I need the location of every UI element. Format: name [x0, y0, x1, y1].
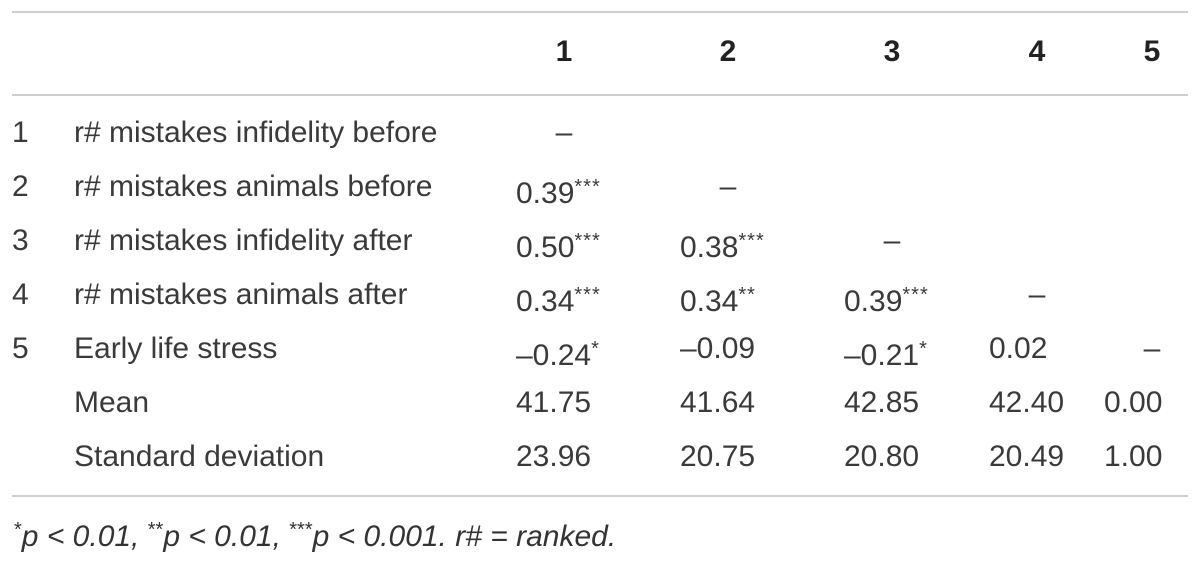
- table-cell: 41.64: [680, 385, 755, 421]
- significance-stars: ***: [902, 284, 929, 306]
- row-number: 5: [12, 332, 29, 365]
- column-header: 4: [1028, 35, 1046, 68]
- row-label: Mean: [74, 386, 150, 419]
- cell-value: 23.96: [516, 440, 592, 473]
- column-header: 3: [883, 35, 901, 68]
- cell-value: 0.02: [989, 332, 1048, 365]
- cell-value: –0.09: [680, 332, 756, 365]
- row-number: 3: [12, 224, 29, 257]
- column-header: 5: [1143, 35, 1161, 68]
- table-cell: 20.49: [989, 439, 1064, 475]
- table-bottom-rule: [12, 495, 1188, 497]
- cell-value: –0.24: [516, 339, 592, 372]
- table-cell: 20.80: [844, 439, 919, 475]
- significance-stars: ***: [574, 284, 601, 306]
- significance-stars: ***: [574, 230, 601, 252]
- column-header: 1: [555, 35, 573, 68]
- cell-value: 1.00: [1104, 440, 1163, 473]
- table-cell: 1.00: [1104, 439, 1162, 475]
- significance-stars: *: [591, 338, 600, 360]
- table-cell: –0.24*: [516, 331, 600, 374]
- table-cell: 0.39***: [844, 277, 929, 320]
- cell-value: 0.00: [1104, 386, 1163, 419]
- table-cell: 0.34**: [680, 277, 756, 320]
- table-cell: 0.02: [989, 331, 1047, 367]
- cell-value: –0.21: [844, 339, 920, 372]
- footnote-stars-3: ***: [289, 519, 313, 541]
- cell-value: 42.85: [844, 386, 920, 419]
- row-label: r# mistakes infidelity after: [74, 224, 413, 257]
- row-label: r# mistakes animals before: [74, 170, 433, 203]
- cell-value: 0.34: [516, 285, 575, 318]
- cell-value: 42.40: [989, 386, 1065, 419]
- diagonal-dash: –: [1028, 278, 1046, 311]
- footnote-part-1: p < 0.01,: [21, 520, 148, 553]
- cell-value: 41.64: [680, 386, 756, 419]
- cell-value: 0.38: [680, 231, 739, 264]
- significance-stars: *: [919, 338, 928, 360]
- table-top-rule: [12, 11, 1188, 13]
- table-cell: –0.21*: [844, 331, 928, 374]
- table-cell: 42.40: [989, 385, 1064, 421]
- table-footnote: *p < 0.01, **p < 0.01, ***p < 0.001. r# …: [14, 510, 616, 557]
- row-label: r# mistakes animals after: [74, 278, 408, 311]
- cell-value: 20.49: [989, 440, 1065, 473]
- footnote-stars-1: *: [14, 519, 22, 541]
- significance-stars: **: [738, 284, 756, 306]
- cell-value: 20.75: [680, 440, 756, 473]
- diagonal-dash: –: [1143, 332, 1161, 365]
- diagonal-dash: –: [719, 170, 737, 203]
- significance-stars: ***: [574, 176, 601, 198]
- cell-value: 0.50: [516, 231, 575, 264]
- row-label: Early life stress: [74, 332, 278, 365]
- table-cell: 0.38***: [680, 223, 765, 266]
- table-header-rule: [12, 94, 1188, 96]
- cell-value: 0.34: [680, 285, 739, 318]
- column-header: 2: [719, 35, 737, 68]
- row-number: 1: [12, 116, 29, 149]
- table-cell: 20.75: [680, 439, 755, 475]
- table-cell: 0.50***: [516, 223, 601, 266]
- footnote-part-2: p < 0.01,: [163, 520, 290, 553]
- footnote-stars-2: **: [147, 519, 164, 541]
- table-cell: 0.00: [1104, 385, 1162, 421]
- diagonal-dash: –: [883, 224, 901, 257]
- table-cell: 42.85: [844, 385, 919, 421]
- table-cell: 0.34***: [516, 277, 601, 320]
- row-number: 4: [12, 278, 29, 311]
- row-number: 2: [12, 170, 29, 203]
- cell-value: 20.80: [844, 440, 920, 473]
- row-label: r# mistakes infidelity before: [74, 116, 438, 149]
- row-label: Standard deviation: [74, 440, 325, 473]
- table-cell: 0.39***: [516, 169, 601, 212]
- cell-value: 41.75: [516, 386, 592, 419]
- cell-value: 0.39: [516, 177, 575, 210]
- diagonal-dash: –: [555, 116, 573, 149]
- table-cell: –0.09: [680, 331, 755, 367]
- cell-value: 0.39: [844, 285, 903, 318]
- footnote-part-3: p < 0.001. r# = ranked.: [312, 520, 617, 553]
- table-cell: 23.96: [516, 439, 591, 475]
- significance-stars: ***: [738, 230, 765, 252]
- table-cell: 41.75: [516, 385, 591, 421]
